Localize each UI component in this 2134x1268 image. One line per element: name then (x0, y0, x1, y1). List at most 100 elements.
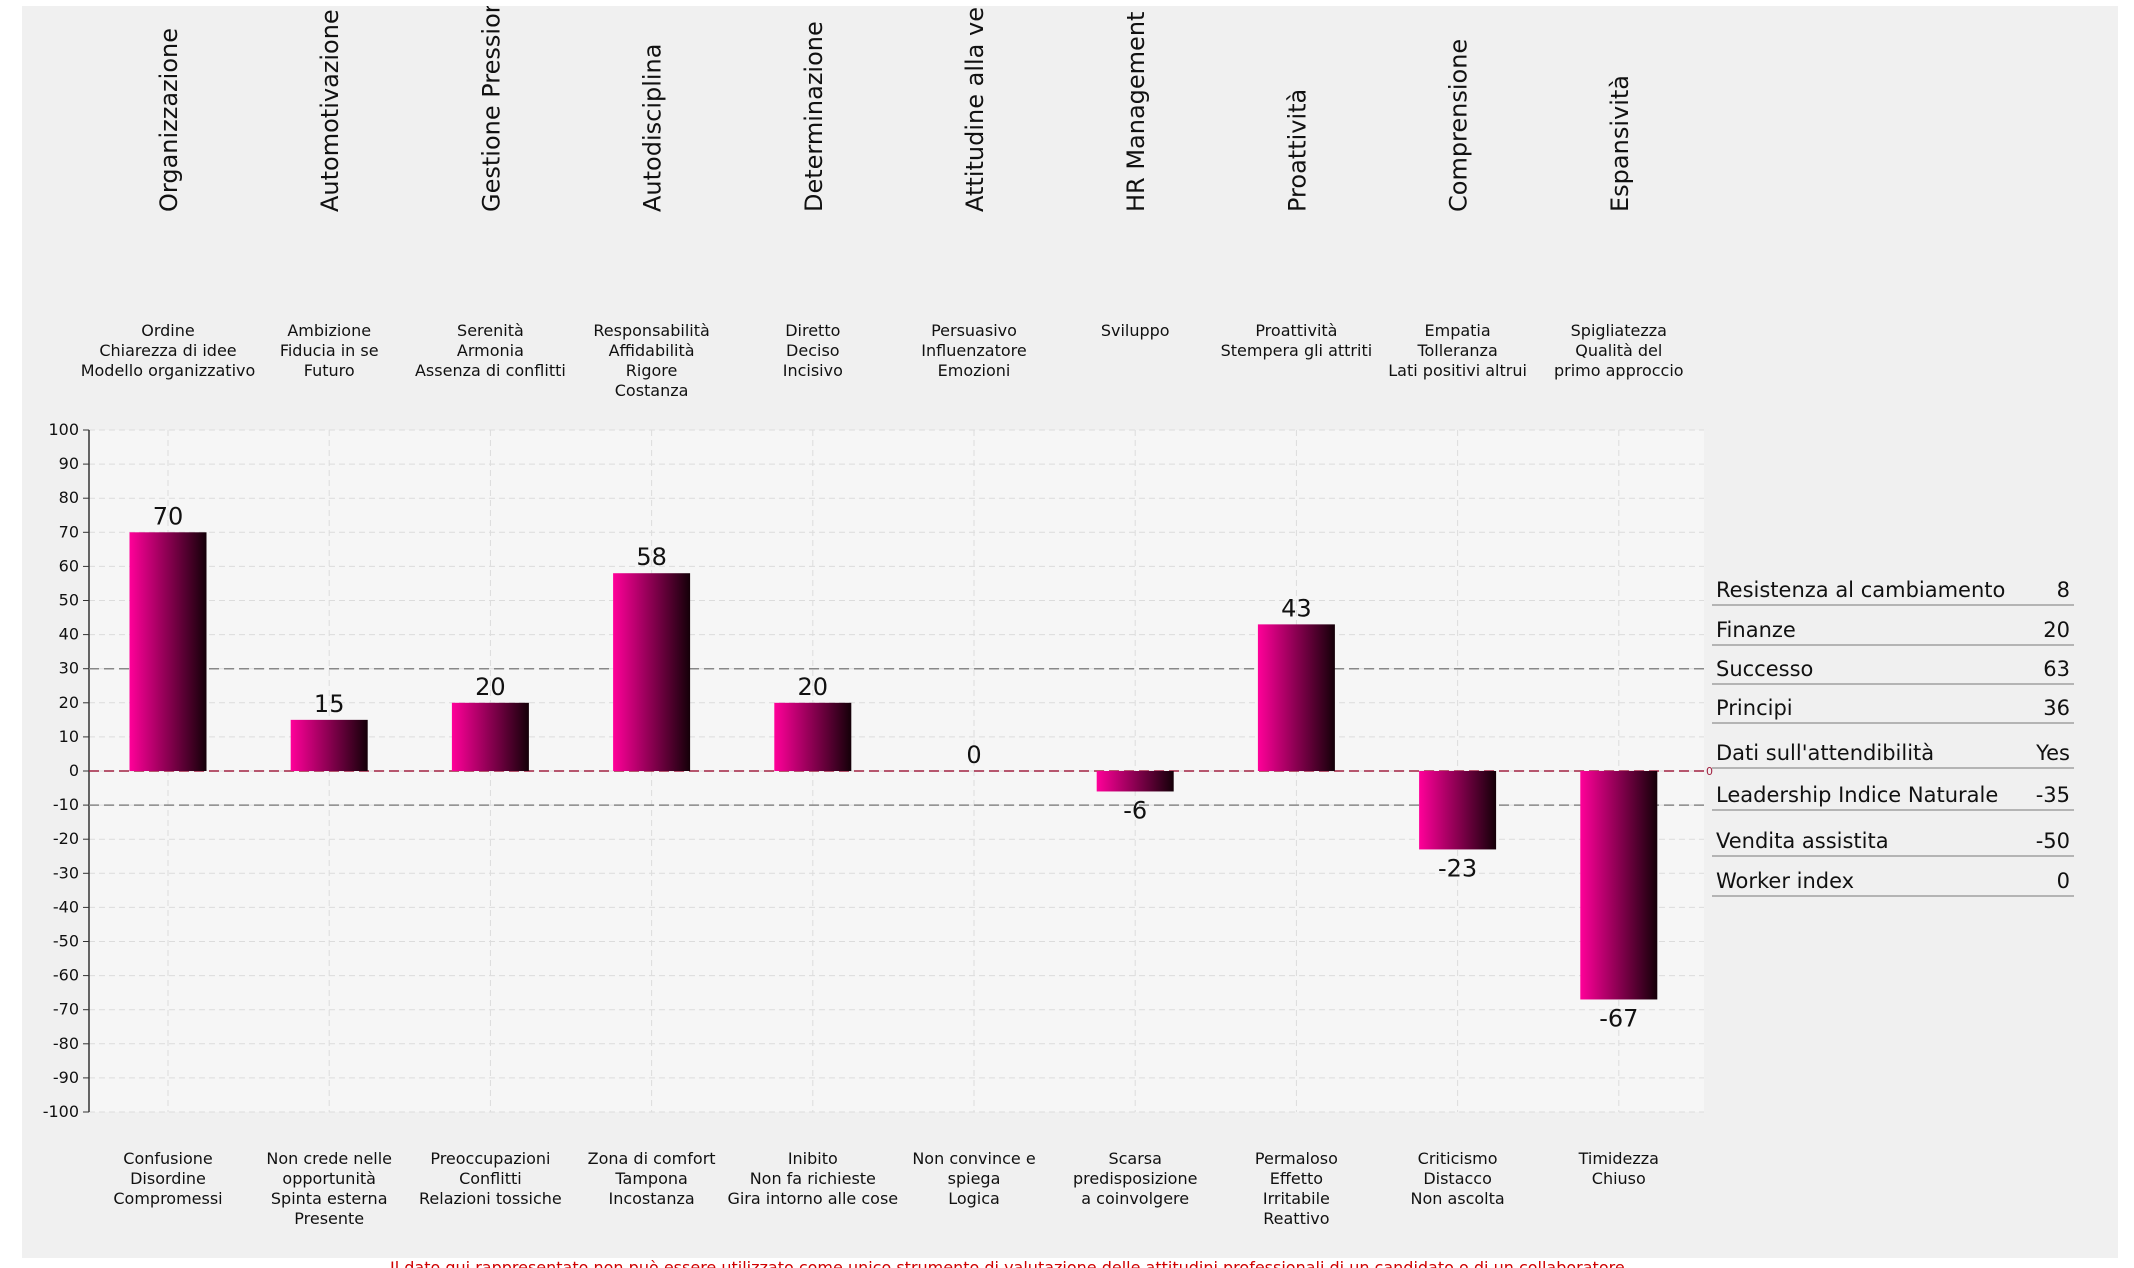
positive-descriptor: Emozioni (938, 361, 1011, 380)
y-tick-label: 10 (59, 727, 79, 746)
negative-descriptor: Non crede nelle (266, 1149, 392, 1168)
negative-descriptor: Effetto (1270, 1169, 1323, 1188)
y-tick-label: 20 (59, 693, 79, 712)
y-tick-label: 80 (59, 488, 79, 507)
positive-descriptor: Stempera gli attriti (1221, 341, 1373, 360)
zero-marker: 0 (1706, 765, 1713, 778)
stat-row: Successo 63 (1712, 649, 2074, 685)
category-title: Comprensione (1445, 39, 1473, 212)
positive-descriptor: Chiarezza di idee (99, 341, 236, 360)
category-title: Determinazione (800, 21, 828, 212)
negative-descriptor: a coinvolgere (1081, 1189, 1189, 1208)
bar (1096, 771, 1174, 792)
stat-label: Vendita assistita (1716, 829, 1889, 853)
y-tick-label: -90 (53, 1068, 79, 1087)
positive-descriptor: Sviluppo (1101, 321, 1170, 340)
y-tick-label: 70 (59, 522, 79, 541)
category-title: HR Management (1122, 12, 1150, 212)
bar-value-label: 20 (475, 673, 506, 701)
chart-panel: 100 90 80 70 60 50 40 30 20 10 0 -10 -20 -30 -40 -50 -60… (22, 6, 2118, 1258)
negative-descriptor: Compromessi (113, 1189, 222, 1208)
bar (1419, 771, 1497, 850)
stat-row: Dati sull'attendibilità Yes (1712, 733, 2074, 769)
bar-value-label: 15 (314, 690, 345, 718)
stat-label: Leadership Indice Naturale (1716, 783, 1999, 807)
stat-row: Principi 36 (1712, 688, 2074, 724)
stat-label: Principi (1716, 696, 1793, 720)
bar-value-label: 43 (1281, 594, 1312, 622)
y-tick-label: -50 (53, 932, 79, 951)
negative-descriptor: Disordine (130, 1169, 206, 1188)
positive-descriptor: Serenità (457, 321, 524, 340)
negative-descriptor: opportunità (282, 1169, 376, 1188)
stat-label: Successo (1716, 657, 1814, 681)
negative-descriptor: Zona di comfort (588, 1149, 716, 1168)
bar-value-label: -23 (1438, 854, 1477, 882)
bar (774, 702, 852, 771)
negative-descriptor: Conflitti (459, 1169, 522, 1188)
positive-descriptor: Ambizione (287, 321, 371, 340)
stat-label: Worker index (1716, 869, 1855, 893)
y-tick-label: 50 (59, 591, 79, 610)
stat-row: Finanze 20 (1712, 610, 2074, 646)
negative-descriptor: Non fa richieste (750, 1169, 876, 1188)
negative-descriptor: Gira intorno alle cose (727, 1189, 898, 1208)
y-tick-label: -70 (53, 1000, 79, 1019)
negative-descriptor: predisposizione (1073, 1169, 1198, 1188)
bar (1580, 771, 1658, 1000)
positive-descriptor: Deciso (786, 341, 840, 360)
positive-descriptor: Armonia (457, 341, 524, 360)
positive-descriptor: Ordine (141, 321, 194, 340)
stat-label: Resistenza al cambiamento (1716, 578, 2006, 602)
positive-descriptor: Diretto (785, 321, 840, 340)
negative-descriptor: Confusione (123, 1149, 212, 1168)
negative-descriptor: Non convince e (912, 1149, 1035, 1168)
category-title: Organizzazione (155, 28, 183, 212)
bar (129, 532, 207, 771)
positive-descriptor: Influenzatore (921, 341, 1026, 360)
category-title: Autodisciplina (639, 44, 667, 212)
bar-value-label: -67 (1599, 1004, 1638, 1032)
negative-descriptor: spiega (948, 1169, 1001, 1188)
positive-descriptor: Lati positivi altrui (1388, 361, 1527, 380)
y-tick-label: -100 (43, 1102, 79, 1121)
positive-descriptor: Modello organizzativo (81, 361, 256, 380)
y-tick-label: 30 (59, 659, 79, 678)
positive-descriptor: Responsabilità (593, 321, 709, 340)
y-tick-label: 0 (69, 761, 79, 780)
stat-value: 8 (2056, 578, 2070, 602)
negative-descriptor: Tampona (614, 1169, 687, 1188)
category-title: Automotivazione (316, 9, 344, 212)
y-tick-label: 90 (59, 454, 79, 473)
bar (451, 702, 529, 771)
positive-descriptor: Costanza (615, 381, 689, 400)
positive-descriptor: Assenza di conflitti (415, 361, 566, 380)
stat-row: Worker index 0 (1712, 861, 2074, 897)
bar (290, 719, 368, 771)
y-tick-label: -80 (53, 1034, 79, 1053)
stat-value: Yes (2036, 741, 2070, 765)
stat-value: 36 (2043, 696, 2070, 720)
negative-descriptor: Timidezza (1578, 1149, 1659, 1168)
positive-descriptor: Affidabilità (609, 341, 695, 360)
negative-descriptor: Preoccupazioni (430, 1149, 550, 1168)
footnote: Il dato qui rappresentato non può essere… (390, 1258, 1625, 1268)
negative-descriptor: Logica (948, 1189, 1000, 1208)
stat-value: 0 (2056, 869, 2070, 893)
negative-descriptor: Irritabile (1263, 1189, 1330, 1208)
positive-descriptor: Proattività (1255, 321, 1337, 340)
y-tick-label: 60 (59, 556, 79, 575)
negative-descriptor: Relazioni tossiche (419, 1189, 562, 1208)
stat-value: 63 (2043, 657, 2070, 681)
stat-row: Vendita assistita -50 (1712, 821, 2074, 857)
negative-descriptor: Inibito (788, 1149, 838, 1168)
negative-descriptor: Distacco (1423, 1169, 1492, 1188)
positive-descriptor: Futuro (304, 361, 355, 380)
stat-row: Resistenza al cambiamento 8 (1712, 570, 2074, 606)
bar-chart: 1009080706050403020100-10-20-30-40-50-60… (43, 6, 1713, 1228)
positive-descriptor: Spigliatezza (1571, 321, 1667, 340)
y-tick-label: -10 (53, 795, 79, 814)
positive-descriptor: primo approccio (1554, 361, 1684, 380)
category-title: Gestione Pressioni (477, 6, 505, 212)
category-title: Espansività (1606, 75, 1634, 212)
